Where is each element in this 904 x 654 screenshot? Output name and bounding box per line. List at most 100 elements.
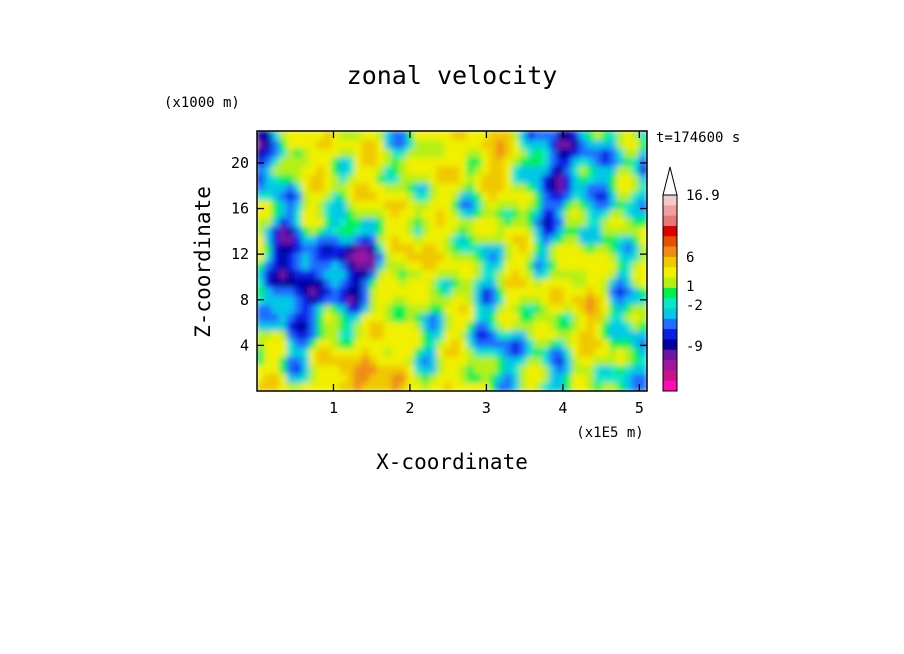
heatmap-cell: [549, 251, 558, 262]
heatmap-cell: [541, 303, 550, 314]
heatmap-cell: [309, 260, 318, 271]
heatmap-cell: [406, 182, 415, 193]
heatmap-cell: [346, 217, 355, 227]
heatmap-cell: [541, 277, 550, 288]
heatmap-cell: [616, 260, 625, 271]
heatmap-cell: [346, 312, 355, 323]
heatmap-cell: [466, 329, 475, 340]
heatmap-cell: [309, 191, 318, 201]
heatmap-cell: [414, 173, 423, 184]
colorbar-swatch: [663, 318, 677, 330]
heatmap-cell: [564, 156, 573, 167]
heatmap-cell: [474, 182, 483, 193]
heatmap-cell: [309, 321, 318, 331]
heatmap-cell: [257, 173, 265, 184]
heatmap-cell: [339, 147, 348, 158]
colorbar-swatch: [663, 370, 677, 381]
heatmap-cell: [369, 321, 378, 331]
heatmap-cell: [286, 373, 295, 383]
heatmap-cell: [264, 199, 273, 210]
heatmap-cell: [541, 373, 550, 383]
heatmap-cell: [384, 347, 393, 357]
heatmap-cell: [631, 373, 640, 383]
heatmap-cell: [264, 131, 273, 141]
heatmap-cell: [609, 156, 618, 167]
heatmap-cell: [346, 277, 355, 288]
heatmap-cell: [534, 156, 543, 167]
heatmap-cell: [586, 217, 595, 227]
heatmap-cell: [391, 381, 400, 391]
heatmap-cell: [324, 147, 333, 158]
heatmap-cell: [601, 243, 610, 253]
heatmap-cell: [294, 173, 303, 184]
heatmap-cell: [556, 165, 565, 175]
heatmap-cell: [414, 295, 423, 305]
heatmap-cell: [414, 191, 423, 201]
heatmap-cell: [316, 173, 325, 184]
heatmap-cell: [579, 199, 588, 210]
heatmap-cell: [391, 147, 400, 158]
heatmap-cell: [549, 295, 558, 305]
heatmap-cell: [406, 199, 415, 210]
heatmap-cell: [331, 243, 340, 253]
heatmap-cell: [406, 355, 415, 366]
heatmap-cell: [391, 173, 400, 184]
heatmap-cell: [301, 355, 310, 366]
heatmap-cell: [309, 243, 318, 253]
heatmap-cell: [436, 338, 445, 349]
heatmap-cell: [376, 347, 385, 357]
heatmap-cell: [459, 251, 468, 262]
heatmap-cell: [391, 217, 400, 227]
heatmap-cell: [534, 347, 543, 357]
heatmap-cell: [564, 373, 573, 383]
heatmap-cell: [601, 295, 610, 305]
heatmap-cell: [616, 364, 625, 375]
heatmap-cell: [459, 243, 468, 253]
heatmap-cell: [391, 191, 400, 201]
heatmap-cell: [279, 286, 288, 297]
heatmap-cell: [541, 329, 550, 340]
heatmap-cell: [609, 295, 618, 305]
heatmap-cell: [429, 277, 438, 288]
colorbar-swatch: [663, 349, 677, 361]
heatmap-cell: [369, 286, 378, 297]
heatmap-cell: [309, 199, 318, 210]
heatmap-cell: [271, 364, 280, 375]
heatmap-cell: [594, 139, 603, 149]
heatmap-cell: [399, 373, 408, 383]
heatmap-cell: [534, 251, 543, 262]
heatmap-cell: [354, 225, 363, 236]
heatmap-cell: [301, 269, 310, 279]
heatmap-cell: [481, 139, 490, 149]
heatmap-cell: [257, 338, 265, 349]
heatmap-cell: [444, 312, 453, 323]
heatmap-cell: [361, 182, 370, 193]
heatmap-cell: [316, 329, 325, 340]
heatmap-cell: [511, 208, 520, 219]
y-tick-label: 20: [231, 154, 249, 172]
heatmap-cell: [549, 286, 558, 297]
heatmap-cell: [549, 338, 558, 349]
heatmap-cell: [354, 295, 363, 305]
heatmap-cell: [324, 277, 333, 288]
heatmap-cell: [511, 303, 520, 314]
heatmap-cell: [361, 260, 370, 271]
heatmap-cell: [346, 251, 355, 262]
heatmap-cell: [286, 251, 295, 262]
heatmap-cell: [631, 182, 640, 193]
heatmap-cell: [594, 286, 603, 297]
heatmap-cell: [279, 182, 288, 193]
heatmap-cell: [406, 286, 415, 297]
heatmap-cell: [549, 139, 558, 149]
heatmap-cell: [294, 225, 303, 236]
heatmap-cell: [429, 251, 438, 262]
heatmap-cell: [564, 182, 573, 193]
heatmap-cell: [436, 277, 445, 288]
heatmap-cell: [309, 156, 318, 167]
heatmap-cell: [257, 156, 265, 167]
heatmap-cell: [556, 156, 565, 167]
heatmap-cell: [459, 277, 468, 288]
heatmap-cell: [324, 269, 333, 279]
heatmap-cell: [346, 156, 355, 167]
heatmap-cell: [376, 225, 385, 236]
